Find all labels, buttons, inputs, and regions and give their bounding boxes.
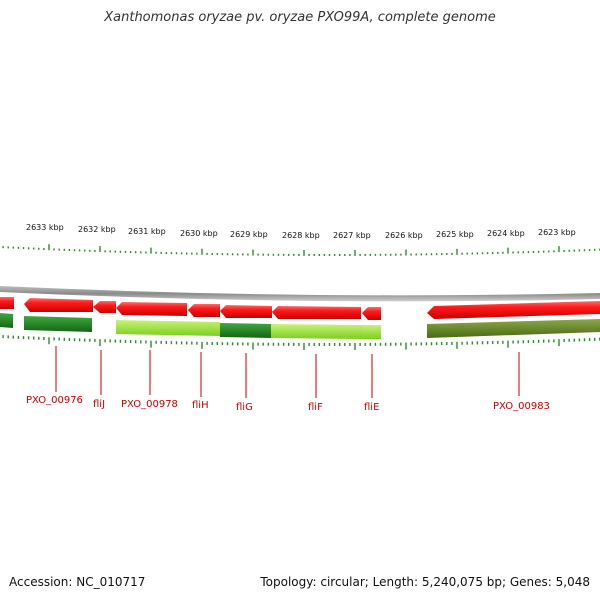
gene-label-pxo00978: PXO_00978 bbox=[121, 399, 178, 410]
gene-labels: PXO_00976 fliJ PXO_00978 fliH fliG fliF … bbox=[26, 395, 550, 413]
gene-arrow-forward bbox=[24, 298, 93, 312]
genome-backbone bbox=[0, 286, 600, 302]
gene-block-reverse bbox=[24, 316, 92, 332]
gene-label-leaders bbox=[55, 346, 520, 398]
gene-label-pxo00976: PXO_00976 bbox=[26, 395, 83, 406]
kbp-label: 2623 kbp bbox=[538, 228, 576, 237]
gene-label-flig: fliG bbox=[236, 402, 253, 413]
gene-arrow-forward bbox=[427, 301, 600, 319]
gene-block-reverse bbox=[427, 319, 600, 338]
kbp-label: 2632 kbp bbox=[78, 225, 116, 234]
gene-block-reverse bbox=[0, 313, 13, 328]
gene-label-flij: fliJ bbox=[93, 399, 105, 410]
genome-title: Xanthomonas oryzae pv. oryzae PXO99A, co… bbox=[104, 10, 496, 25]
outer-tick-row bbox=[2, 244, 600, 256]
inner-tick-row bbox=[2, 335, 600, 350]
kbp-label: 2626 kbp bbox=[385, 231, 423, 240]
kbp-label: 2629 kbp bbox=[230, 230, 268, 239]
gene-label-flie: fliE bbox=[364, 402, 379, 413]
kbp-label: 2627 kbp bbox=[333, 231, 371, 240]
kbp-label: 2625 kbp bbox=[436, 230, 474, 239]
gene-arrow-forward bbox=[116, 302, 187, 316]
kbp-label: 2631 kbp bbox=[128, 227, 166, 236]
gene-arrow-forward bbox=[362, 307, 381, 320]
kbp-label: 2628 kbp bbox=[282, 231, 320, 240]
gene-arrow-forward bbox=[272, 306, 361, 319]
accession-text: Accession: NC_010717 bbox=[9, 575, 146, 589]
gene-arrow-forward bbox=[93, 301, 116, 313]
gene-block-reverse bbox=[362, 325, 381, 339]
gene-arrow-forward bbox=[188, 304, 220, 317]
gene-label-pxo00983: PXO_00983 bbox=[493, 401, 550, 412]
reverse-strand-genes bbox=[0, 313, 600, 339]
gene-block-reverse bbox=[116, 320, 220, 336]
gene-block-reverse bbox=[271, 324, 362, 339]
gene-label-flih: fliH bbox=[192, 400, 209, 411]
gene-arrow-forward bbox=[0, 297, 14, 309]
kbp-labels: 2633 kbp 2632 kbp 2631 kbp 2630 kbp 2629… bbox=[26, 223, 576, 240]
genome-summary-text: Topology: circular; Length: 5,240,075 bp… bbox=[260, 575, 590, 589]
kbp-label: 2630 kbp bbox=[180, 229, 218, 238]
gene-label-flif: fliF bbox=[308, 402, 323, 413]
gene-block-reverse bbox=[220, 323, 271, 338]
forward-strand-genes bbox=[0, 297, 600, 320]
kbp-label: 2633 kbp bbox=[26, 223, 64, 232]
gene-arrow-forward bbox=[220, 305, 272, 318]
kbp-label: 2624 kbp bbox=[487, 229, 525, 238]
